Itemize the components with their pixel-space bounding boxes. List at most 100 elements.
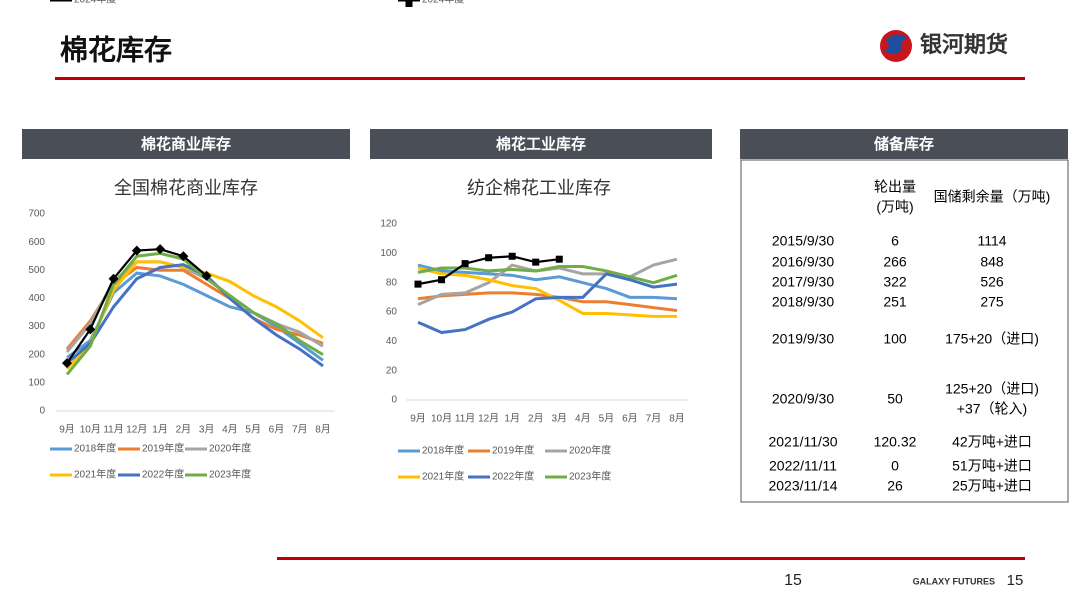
series-line: [65, 251, 324, 376]
series-line: [66, 271, 324, 362]
x-tick-label: 3月: [551, 413, 567, 425]
y-tick-label: 400: [28, 293, 45, 304]
x-tick-label: 6月: [269, 424, 285, 436]
table-cell: 0: [891, 458, 899, 474]
legend-label: 2024年度: [422, 0, 464, 6]
x-tick-label: 2月: [176, 424, 192, 436]
table-border: [740, 159, 1069, 503]
marker: [532, 258, 540, 266]
x-tick-label: 9月: [410, 413, 426, 425]
table-header: (万吨): [876, 199, 913, 215]
table-cell: 2020/9/30: [772, 391, 834, 407]
x-tick-label: 8月: [315, 424, 331, 436]
legend-label: 2022年度: [492, 470, 534, 483]
y-tick-label: 200: [28, 349, 45, 360]
marker: [131, 245, 142, 256]
table-cell: 251: [883, 294, 907, 310]
x-tick-label: 3月: [199, 424, 215, 436]
slide-title: 棉花库存: [60, 33, 172, 65]
series-line: [417, 266, 677, 318]
table-cell: 2016/9/30: [772, 254, 834, 270]
marker: [555, 255, 563, 263]
marker: [461, 260, 469, 268]
series-line: [417, 263, 678, 301]
y-tick-label: 60: [386, 307, 398, 318]
chart-title: 纺企棉花工业库存: [467, 178, 611, 198]
marker: [508, 252, 516, 260]
x-tick-label: 6月: [622, 413, 638, 425]
x-tick-label: 7月: [646, 413, 662, 425]
legend-label: 2023年度: [209, 468, 251, 481]
y-tick-label: 20: [386, 365, 398, 376]
marker: [485, 254, 493, 262]
table-cell: 526: [980, 274, 1004, 290]
table-cell: 42万吨+进口: [952, 434, 1032, 450]
legend-label: 2022年度: [142, 468, 184, 481]
marker: [414, 280, 422, 288]
legend-label: 2018年度: [74, 442, 116, 455]
y-tick-label: 700: [28, 209, 45, 220]
table-cell: 51万吨+进口: [952, 458, 1032, 474]
table-cell: 26: [887, 478, 903, 494]
x-tick-label: 1月: [504, 413, 520, 425]
table-cell: 266: [883, 254, 907, 270]
x-tick-label: 10月: [431, 413, 452, 425]
table-cell: 2021/11/30: [768, 434, 837, 450]
marker: [108, 273, 119, 284]
table-cell: 50: [887, 391, 903, 407]
x-tick-label: 12月: [126, 424, 147, 436]
y-tick-label: 600: [28, 237, 45, 248]
table-cell: 322: [883, 274, 907, 290]
table-cell: 1114: [977, 233, 1006, 249]
table-cell: 848: [980, 254, 1004, 270]
y-tick-label: 500: [28, 265, 45, 276]
table-cell: 2015/9/30: [772, 233, 834, 249]
y-tick-label: 300: [28, 321, 45, 332]
panel-header: [370, 129, 712, 159]
table-header: 国储剩余量（万吨): [934, 189, 1051, 205]
x-tick-label: 11月: [103, 424, 123, 436]
series-line: [417, 272, 678, 335]
legend-label: 2024年度: [74, 0, 116, 6]
x-tick-label: 4月: [222, 424, 238, 436]
x-tick-label: 5月: [245, 424, 261, 436]
x-tick-label: 9月: [59, 424, 75, 436]
y-tick-label: 120: [380, 219, 397, 230]
panel-header: [22, 129, 350, 159]
marker: [62, 358, 72, 369]
legend-label: 2019年度: [492, 444, 534, 457]
table-cell: 6: [891, 233, 899, 249]
x-tick-label: 12月: [478, 413, 499, 425]
x-tick-label: 11月: [455, 413, 475, 425]
y-tick-label: 100: [28, 377, 45, 388]
chart-title: 全国棉花商业库存: [114, 178, 258, 198]
table-cell: 2017/9/30: [772, 274, 834, 290]
x-tick-label: 1月: [152, 424, 168, 436]
series-line: [66, 263, 324, 368]
legend-label: 2021年度: [422, 470, 464, 483]
marker: [201, 270, 212, 281]
x-tick-label: 7月: [292, 424, 308, 436]
table-header: 轮出量: [874, 179, 916, 195]
legend-label: 2019年度: [142, 442, 184, 455]
legend-label: 2020年度: [209, 442, 251, 455]
footer-rule: [277, 557, 1025, 560]
legend-label: 2021年度: [74, 468, 116, 481]
marker: [155, 244, 166, 255]
table-cell: 2022/11/11: [769, 458, 837, 474]
table-cell: 120.32: [874, 434, 917, 450]
marker: [178, 251, 189, 262]
logo: 银河期货: [880, 30, 1008, 62]
panel-title: 储备库存: [874, 135, 934, 153]
y-tick-label: 100: [380, 248, 397, 259]
brand: GALAXY FUTURES: [913, 576, 995, 586]
legend-label: 2023年度: [569, 470, 611, 483]
y-tick-label: 0: [39, 406, 45, 417]
table-cell: 2018/9/30: [772, 294, 834, 310]
x-tick-label: 4月: [575, 413, 591, 425]
panel-header: [740, 129, 1068, 159]
table-cell: 2023/11/14: [768, 478, 837, 494]
table-cell: 25万吨+进口: [952, 478, 1032, 494]
legend-label: 2018年度: [422, 444, 464, 457]
